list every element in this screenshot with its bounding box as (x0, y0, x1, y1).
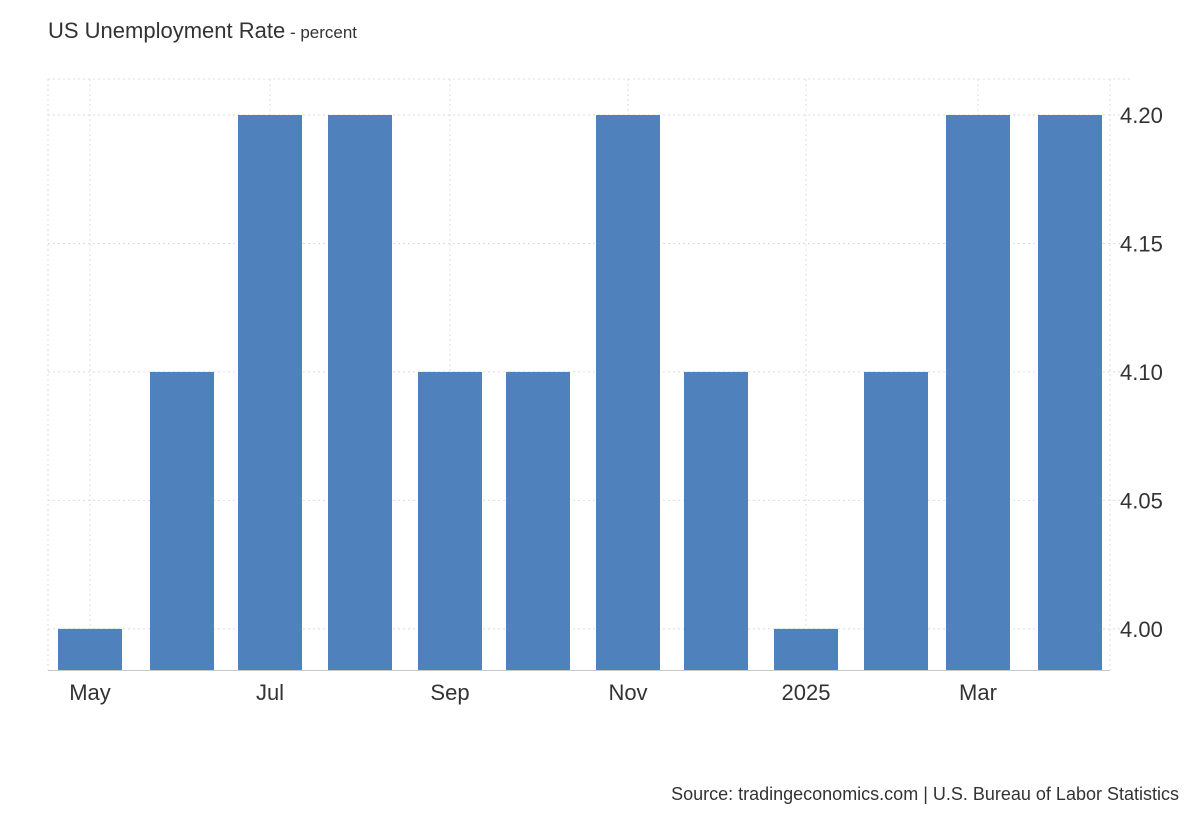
y-tick-label: 4.15 (1120, 231, 1163, 256)
bar (328, 114, 392, 670)
x-tick-label: May (69, 680, 111, 705)
chart-subtitle-text: percent (300, 23, 358, 42)
chart-title-text: US Unemployment Rate (48, 18, 286, 43)
bar (506, 371, 570, 670)
bar (418, 371, 482, 670)
bar (684, 371, 748, 670)
y-tick-label: 4.00 (1120, 617, 1163, 642)
bar (1038, 114, 1102, 670)
y-tick-label: 4.05 (1120, 488, 1163, 513)
bar (58, 628, 122, 670)
x-tick-label: Nov (608, 680, 647, 705)
x-tick-label: Jul (256, 680, 284, 705)
chart-title: US Unemployment Rate - percent (48, 18, 357, 44)
bar (946, 114, 1010, 670)
bar (150, 371, 214, 670)
bar (864, 371, 928, 670)
chart-subtitle: - percent (285, 23, 358, 42)
bars (58, 114, 1102, 670)
x-tick-label: Sep (430, 680, 469, 705)
bar (238, 114, 302, 670)
axes: 4.00 4.05 4.10 4.15 4.20 May Jul Sep Nov 2025 Mar (48, 103, 1163, 705)
bar (596, 114, 660, 670)
x-tick-label: Mar (959, 680, 997, 705)
source-attribution: Source: tradingeconomics.com | U.S. Bure… (671, 784, 1179, 804)
y-tick-label: 4.10 (1120, 360, 1163, 385)
x-tick-label: 2025 (782, 680, 831, 705)
bar (774, 628, 838, 670)
y-tick-label: 4.20 (1120, 103, 1163, 128)
